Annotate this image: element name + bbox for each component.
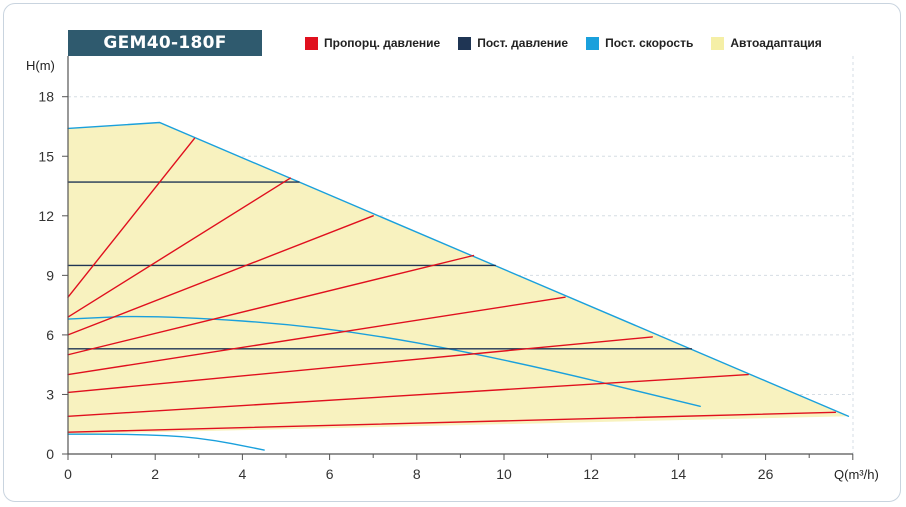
series-line [67, 315, 701, 408]
legend-label: Автоадаптация [730, 36, 822, 50]
legend-swatch [711, 36, 725, 50]
x-tick-label: 10 [496, 466, 512, 482]
series-line [67, 411, 837, 433]
y-tick-label: 18 [38, 89, 54, 105]
legend-item: Пропорц. давление [305, 36, 440, 50]
legend-item: Автоадаптация [711, 36, 822, 50]
tick-labels: 0 3 6 9 12 15 18 0 2 4 6 8 10 12 14 26 [38, 89, 773, 482]
series-layer [67, 121, 850, 451]
series-line [67, 433, 265, 451]
legend-swatch [305, 36, 318, 50]
y-tick-label: 6 [46, 327, 54, 343]
series-line [67, 296, 566, 376]
x-tick-label: 2 [151, 466, 159, 482]
legend-item: Пост. давление [458, 36, 568, 50]
x-tick-label: 6 [326, 466, 334, 482]
legend-label: Пост. давление [477, 36, 569, 50]
legend-swatch [586, 36, 600, 50]
y-tick-label: 0 [46, 446, 54, 462]
x-axis-label: Q(m³/h) [834, 467, 879, 482]
series-line [67, 254, 475, 356]
series-line [67, 121, 850, 417]
autoadapt-area-layer [68, 122, 849, 435]
series-line [67, 373, 749, 417]
legend: Пропорц. давление Пост. давление Пост. ско… [305, 36, 840, 50]
x-tick-label: 0 [64, 466, 72, 482]
x-tick-label: 8 [413, 466, 421, 482]
y-tick-label: 15 [38, 148, 54, 164]
x-tick-label: 14 [671, 466, 687, 482]
y-tick-label: 12 [38, 208, 54, 224]
x-tick-label: 26 [758, 466, 774, 482]
y-tick-label: 3 [46, 386, 54, 402]
axes [62, 56, 854, 460]
x-tick-label: 4 [239, 466, 247, 482]
y-axis-label: H(m) [26, 58, 55, 73]
autoadapt-area [68, 122, 849, 435]
legend-label: Пропорц. давление [324, 36, 441, 50]
legend-swatch [458, 36, 472, 50]
y-tick-label: 9 [46, 267, 54, 283]
model-title: GEM40-180F [68, 30, 262, 56]
series-line [67, 137, 196, 298]
series-line [67, 215, 374, 336]
legend-item: Пост. скорость [586, 36, 693, 50]
series-line [67, 336, 653, 394]
x-tick-label: 12 [583, 466, 599, 482]
series-line [67, 177, 292, 318]
legend-label: Пост. скорость [605, 36, 694, 50]
